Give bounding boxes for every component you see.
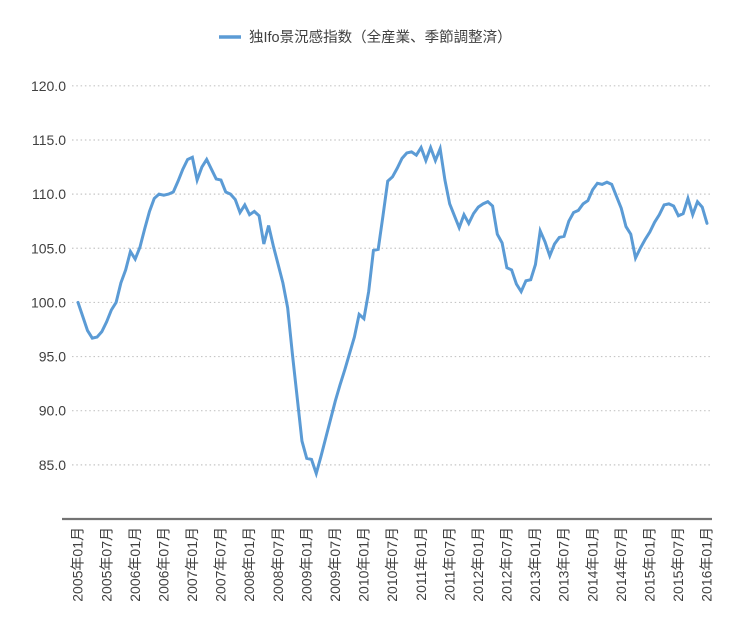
x-tick-label: 2011年01月 xyxy=(413,527,429,601)
x-tick-label: 2015年07月 xyxy=(670,527,686,602)
x-tick-label: 2011年07月 xyxy=(441,527,457,601)
legend: 独Ifo景況感指数（全産業、季節調整済） xyxy=(219,28,512,46)
x-tick-label: 2006年07月 xyxy=(155,527,171,602)
x-tick-label: 2008年01月 xyxy=(241,527,257,602)
x-tick-label: 2010年01月 xyxy=(356,527,372,602)
y-tick-label: 110.0 xyxy=(32,186,66,202)
y-tick-label: 115.0 xyxy=(32,132,66,148)
x-tick-label: 2016年01月 xyxy=(699,527,715,602)
x-tick-label: 2013年07月 xyxy=(556,527,572,602)
y-tick-label: 105.0 xyxy=(31,240,66,256)
legend-label: 独Ifo景況感指数（全産業、季節調整済） xyxy=(249,28,512,46)
x-tick-label: 2005年01月 xyxy=(70,527,86,602)
x-tick-label: 2013年01月 xyxy=(527,527,543,602)
x-tick-label: 2006年01月 xyxy=(127,527,143,602)
x-tick-label: 2014年01月 xyxy=(584,527,600,602)
x-tick-label: 2008年07月 xyxy=(270,527,286,602)
x-tick-label: 2005年07月 xyxy=(98,527,114,602)
x-tick-label: 2007年07月 xyxy=(213,527,229,602)
y-tick-label: 100.0 xyxy=(31,294,66,310)
x-tick-label: 2015年01月 xyxy=(642,527,658,602)
y-tick-label: 85.0 xyxy=(39,457,66,473)
x-tick-label: 2014年07月 xyxy=(613,527,629,602)
series-line xyxy=(76,142,709,479)
y-tick-label: 95.0 xyxy=(39,349,66,365)
x-tick-label: 2007年01月 xyxy=(184,527,200,602)
x-tick-label: 2010年07月 xyxy=(384,527,400,602)
plot-area: 85.0 90.0 95.0 100.0 105.0 110.0 115.0 120.0 200… xyxy=(31,78,715,602)
y-tick-label: 120.0 xyxy=(31,78,66,94)
y-tick-label: 90.0 xyxy=(39,403,66,419)
x-tick-label: 2009年01月 xyxy=(298,527,314,602)
x-tick-label: 2012年07月 xyxy=(499,527,515,602)
x-tick-label: 2009年07月 xyxy=(327,527,343,602)
x-tick-label: 2012年01月 xyxy=(470,527,486,602)
